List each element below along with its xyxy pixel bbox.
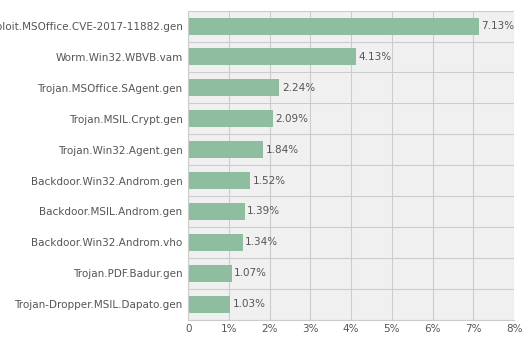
Bar: [188, 296, 230, 312]
Text: 7.13%: 7.13%: [481, 21, 514, 31]
Bar: [188, 110, 273, 127]
Bar: [188, 49, 356, 65]
Text: 2.24%: 2.24%: [282, 83, 315, 93]
Text: 1.03%: 1.03%: [233, 299, 266, 309]
Bar: [188, 234, 243, 251]
Text: 1.34%: 1.34%: [245, 237, 278, 247]
Text: 2.09%: 2.09%: [276, 114, 309, 124]
Text: 1.84%: 1.84%: [266, 144, 299, 155]
Bar: [188, 265, 232, 282]
Text: 1.07%: 1.07%: [234, 268, 267, 278]
Text: 4.13%: 4.13%: [359, 52, 392, 62]
Text: 1.52%: 1.52%: [252, 175, 286, 186]
Bar: [188, 18, 479, 34]
Bar: [188, 141, 263, 158]
Bar: [188, 203, 245, 220]
Text: 1.39%: 1.39%: [247, 206, 280, 217]
Bar: [188, 80, 279, 96]
Bar: [188, 172, 250, 189]
